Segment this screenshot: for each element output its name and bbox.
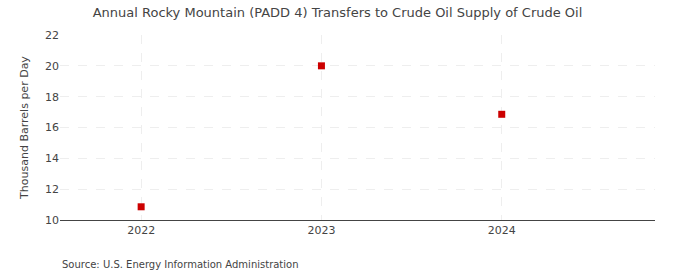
svg-text:2023: 2023	[307, 224, 335, 237]
svg-text:16: 16	[45, 121, 59, 134]
svg-text:Thousand Barrels per Day: Thousand Barrels per Day	[18, 56, 31, 200]
svg-text:10: 10	[45, 214, 59, 227]
svg-text:22: 22	[45, 29, 59, 42]
svg-text:2024: 2024	[488, 224, 516, 237]
svg-text:18: 18	[45, 91, 59, 104]
svg-text:20: 20	[45, 60, 59, 73]
svg-text:Source: U.S. Energy Informatio: Source: U.S. Energy Information Administ…	[62, 259, 299, 270]
svg-text:12: 12	[45, 183, 59, 196]
svg-text:2022: 2022	[127, 224, 155, 237]
svg-text:Annual Rocky Mountain (PADD 4): Annual Rocky Mountain (PADD 4) Transfers…	[93, 5, 583, 20]
svg-text:14: 14	[45, 152, 59, 165]
